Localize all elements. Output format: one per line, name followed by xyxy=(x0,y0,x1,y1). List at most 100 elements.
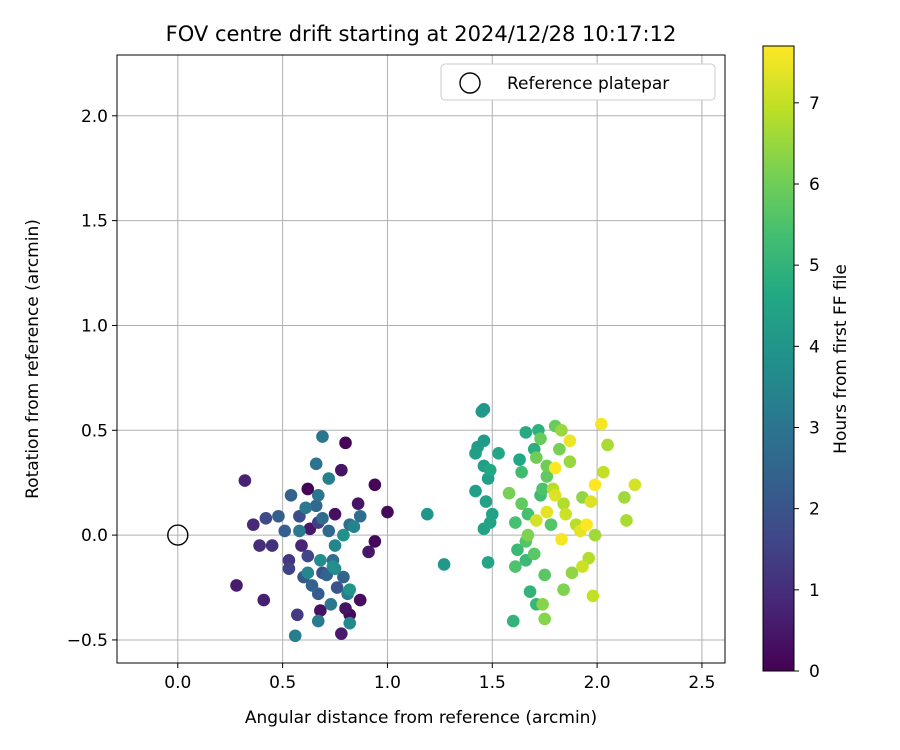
scatter-point xyxy=(291,608,304,622)
scatter-points xyxy=(230,403,642,643)
scatter-point xyxy=(316,430,329,443)
scatter-point xyxy=(521,528,535,542)
scatter-point xyxy=(601,438,614,452)
scatter-point xyxy=(481,556,495,569)
scatter-point xyxy=(557,497,570,510)
y-tick-label: −0.5 xyxy=(67,631,108,651)
scatter-point xyxy=(620,514,633,527)
scatter-point xyxy=(475,405,489,418)
scatter-point xyxy=(548,488,562,502)
scatter-point xyxy=(527,547,541,561)
x-axis-ticks: 0.0 0.5 1.0 1.5 2.0 2.5 xyxy=(164,663,715,693)
scatter-point xyxy=(335,627,348,640)
x-tick-label: 2.5 xyxy=(688,673,715,693)
scatter-point xyxy=(368,535,382,548)
scatter-point xyxy=(230,579,243,592)
scatter-point xyxy=(628,478,642,492)
scatter-point xyxy=(506,614,520,628)
legend-marker-open-circle xyxy=(459,72,481,94)
scatter-point xyxy=(311,614,325,628)
plot-frame xyxy=(116,54,726,664)
scatter-point xyxy=(519,426,533,439)
scatter-point xyxy=(565,566,579,580)
scatter-point xyxy=(538,568,551,582)
x-tick-label: 0.0 xyxy=(164,673,191,693)
scatter-point xyxy=(259,512,273,525)
y-tick-label: 0.5 xyxy=(81,421,108,441)
scatter-point xyxy=(502,486,516,500)
scatter-point xyxy=(368,478,382,492)
scatter-point xyxy=(322,524,336,538)
scatter-point xyxy=(381,505,394,519)
scatter-point xyxy=(563,455,577,469)
y-tick-label: 1.0 xyxy=(81,316,108,336)
colorbar-tick-label: 0 xyxy=(809,662,820,682)
colorbar: 0 1 2 3 4 5 6 7 Hours from first FF file xyxy=(762,45,851,682)
scatter-point xyxy=(353,593,367,607)
scatter-point xyxy=(483,463,497,477)
scatter-point xyxy=(618,491,631,504)
scatter-point xyxy=(309,457,323,471)
scatter-point xyxy=(326,560,340,573)
scatter-point xyxy=(492,447,505,460)
scatter-point xyxy=(343,583,357,596)
scatter-point xyxy=(314,553,327,567)
scatter-point xyxy=(253,539,266,552)
scatter-point xyxy=(511,543,524,557)
scatter-point xyxy=(530,451,543,464)
colorbar-tick-label: 2 xyxy=(809,500,820,520)
scatter-point xyxy=(469,484,482,498)
colorbar-tick-label: 4 xyxy=(809,337,820,357)
scatter-point xyxy=(288,629,302,643)
scatter-point xyxy=(295,539,308,552)
scatter-point xyxy=(328,507,342,521)
scatter-point xyxy=(477,434,491,448)
y-tick-label: 0.0 xyxy=(81,526,108,546)
scatter-point xyxy=(335,463,348,477)
scatter-point xyxy=(483,516,497,529)
scatter-point xyxy=(347,520,361,534)
scatter-point xyxy=(576,560,589,573)
scatter-point xyxy=(272,509,285,523)
scatter-point xyxy=(353,509,367,523)
scatter-point xyxy=(437,558,451,571)
reference-platepar-marker xyxy=(167,524,189,546)
scatter-point xyxy=(548,461,562,475)
legend-box xyxy=(440,63,716,101)
scatter-point xyxy=(330,581,344,594)
scatter-point xyxy=(536,597,549,611)
scatter-point xyxy=(479,495,493,508)
scatter-point xyxy=(420,507,434,521)
scatter-point xyxy=(469,447,482,460)
colorbar-gradient xyxy=(762,45,795,672)
scatter-point xyxy=(284,488,298,502)
legend: Reference platepar xyxy=(440,63,716,101)
colorbar-tick-label: 6 xyxy=(809,175,820,195)
scatter-point xyxy=(314,604,327,617)
x-tick-label: 0.5 xyxy=(269,673,296,693)
scatter-point xyxy=(337,528,350,542)
colorbar-ticks: 0 1 2 3 4 5 6 7 xyxy=(794,94,820,682)
scatter-point xyxy=(515,497,528,510)
scatter-point xyxy=(580,518,593,531)
x-tick-label: 1.5 xyxy=(479,673,506,693)
colorbar-tick-label: 7 xyxy=(809,94,820,114)
scatter-point xyxy=(265,539,279,552)
scatter-point xyxy=(309,499,323,513)
y-axis-ticks: −0.5 0.0 0.5 1.0 1.5 2.0 xyxy=(67,107,117,651)
scatter-point xyxy=(238,474,252,487)
x-axis-label: Angular distance from reference (arcmin) xyxy=(245,708,597,728)
scatter-point xyxy=(509,516,522,529)
scatter-point xyxy=(588,528,602,542)
scatter-point xyxy=(339,436,352,450)
reference-marker-group xyxy=(167,524,189,546)
scatter-point xyxy=(540,505,554,519)
scatter-point xyxy=(293,524,306,538)
scatter-point xyxy=(515,465,528,479)
scatter-point xyxy=(538,612,551,626)
scatter-point xyxy=(311,488,325,502)
scatter-point xyxy=(586,589,600,603)
scatter-point xyxy=(597,465,610,479)
scatter-point xyxy=(563,434,577,448)
